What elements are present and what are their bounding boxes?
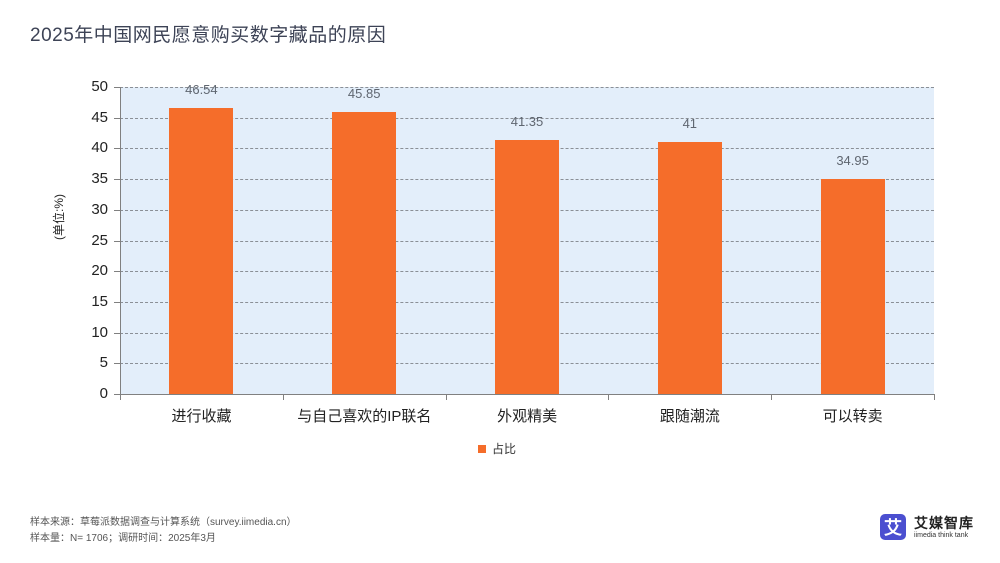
bar (657, 142, 722, 394)
value-label: 45.85 (347, 86, 381, 102)
x-tick (282, 394, 284, 400)
x-tick (608, 394, 610, 400)
value-label: 46.54 (185, 82, 218, 98)
y-tick (114, 148, 120, 150)
x-tick (771, 394, 773, 400)
category-label: 外观精美 (497, 408, 558, 425)
category-label: 跟随潮流 (659, 408, 720, 425)
y-tick-label: 50 (91, 78, 108, 95)
category-label: 与自己喜欢的IP联名 (297, 408, 432, 425)
y-axis-label: (单位:%) (52, 194, 66, 240)
logo-name-cn: 艾媒智库 (914, 514, 974, 531)
gridline (120, 117, 934, 119)
logo: 艾 艾媒智库 iimedia think tank (880, 514, 974, 540)
bar (332, 112, 397, 394)
x-tick (934, 394, 935, 400)
logo-name-en: iimedia think tank (914, 531, 969, 539)
category-label: 进行收藏 (171, 408, 232, 425)
footer-source: 样本来源：草莓派数据调查与计算系统（survey.iimedia.cn） (30, 517, 297, 528)
y-tick (114, 394, 120, 395)
y-tick-label: 0 (99, 385, 108, 402)
y-tick-label: 5 (99, 354, 108, 372)
y-tick-label: 45 (91, 108, 108, 126)
footer-sample: 样本量：N= 1706；调研时间：2025年3月 (30, 533, 216, 544)
value-label: 41 (682, 116, 698, 132)
y-tick (114, 179, 120, 181)
bar (169, 108, 234, 394)
y-tick-label: 30 (91, 200, 108, 218)
y-tick-label: 15 (91, 292, 108, 310)
legend: 占比 (478, 440, 516, 457)
value-label: 41.35 (510, 114, 544, 130)
y-tick-label: 25 (91, 231, 108, 249)
y-tick (114, 271, 120, 273)
chart-title: 2025年中国网民愿意购买数字藏品的原因 (30, 25, 387, 46)
value-label: 34.95 (836, 153, 869, 169)
legend-label: 占比 (492, 442, 517, 456)
x-tick (120, 394, 121, 400)
y-tick (114, 240, 120, 242)
logo-icon: 艾 (880, 514, 906, 540)
y-tick (114, 117, 120, 119)
y-tick-label: 10 (91, 323, 108, 341)
y-tick (114, 301, 120, 303)
y-tick (114, 332, 120, 334)
x-axis (120, 394, 935, 395)
y-tick-label: 20 (91, 262, 108, 280)
y-tick (114, 363, 120, 365)
y-tick (114, 87, 120, 88)
legend-swatch-icon (478, 444, 486, 453)
gridline (120, 87, 934, 88)
y-tick-label: 40 (91, 139, 108, 157)
x-tick (445, 394, 447, 400)
y-tick (114, 209, 120, 211)
bar (495, 140, 559, 394)
y-axis (120, 87, 121, 395)
category-label: 可以转卖 (822, 408, 883, 425)
y-tick-label: 35 (91, 170, 108, 188)
bar (820, 179, 885, 394)
